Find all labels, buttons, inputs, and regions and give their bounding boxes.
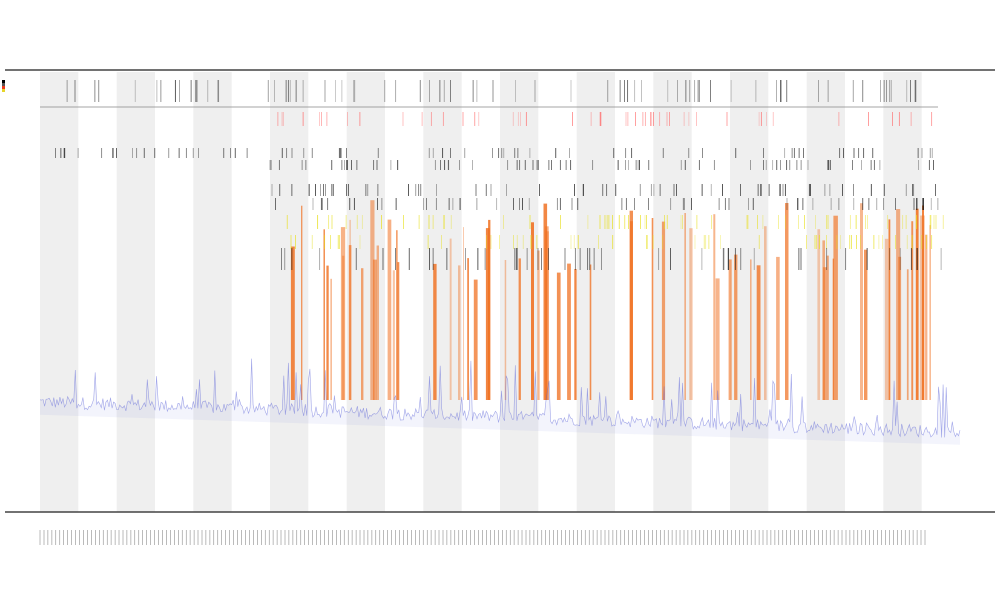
peak-fill	[925, 234, 928, 400]
legend-swatch	[2, 83, 5, 86]
shaded-band	[40, 72, 79, 512]
peak-fill	[922, 205, 924, 400]
peak-fill	[485, 228, 490, 400]
peak-fill	[906, 269, 909, 400]
series-area	[40, 358, 960, 445]
shaded-band	[423, 72, 462, 512]
peak-fill	[860, 203, 863, 400]
peak-fill	[884, 238, 889, 400]
peak-fill	[301, 205, 303, 400]
series-line	[39, 358, 961, 438]
peak-fill	[537, 250, 540, 400]
peak-fill	[756, 265, 761, 400]
peak-fill	[545, 231, 549, 400]
peak-fill	[323, 229, 325, 400]
peak-fill	[348, 245, 352, 400]
shaded-band	[270, 72, 309, 512]
peak-fill	[396, 230, 398, 400]
peak-fill	[833, 215, 838, 400]
peak-fill	[689, 228, 693, 400]
peak-fill	[467, 258, 469, 400]
legend-swatch	[2, 89, 5, 92]
legend	[2, 80, 6, 92]
peak-fill	[822, 267, 827, 400]
peak-fill	[330, 278, 332, 400]
peak-fill	[290, 246, 295, 400]
peak-fill	[651, 218, 654, 400]
peak-fill	[326, 265, 329, 400]
peak-fill	[376, 245, 379, 400]
peak-fill	[449, 238, 452, 400]
peak-fill	[473, 279, 478, 400]
peak-fill	[370, 200, 375, 400]
legend-item	[2, 89, 6, 92]
peak-fill	[463, 227, 464, 400]
baseline-series	[39, 358, 961, 445]
shaded-band	[576, 72, 615, 512]
peak-fill	[734, 254, 738, 400]
peak-fill	[504, 260, 507, 400]
peak-fill	[915, 208, 919, 400]
peak-fill	[531, 222, 534, 400]
peak-fill	[567, 263, 571, 400]
peak-fill	[397, 262, 400, 400]
peak-fill	[764, 226, 767, 400]
shaded-band	[116, 72, 155, 512]
peak-fill	[750, 259, 752, 400]
peak-fill	[458, 265, 461, 400]
peak-fill	[684, 213, 686, 400]
x-tick-labels	[39, 530, 926, 545]
peak-fill	[888, 219, 891, 400]
peak-fill	[832, 258, 834, 400]
legend-item	[2, 86, 6, 89]
peak-fill	[864, 249, 868, 400]
peak-fill	[817, 229, 821, 400]
peak-fill	[392, 270, 395, 400]
peak-fill	[713, 214, 716, 400]
peak-fill	[361, 268, 364, 400]
shaded-band	[346, 72, 385, 512]
peak-fill	[574, 269, 577, 400]
peak-fill	[728, 259, 732, 400]
peak-fill	[488, 219, 491, 400]
peak-fill	[518, 258, 521, 400]
peak-fill	[349, 219, 351, 400]
legend-swatch	[2, 80, 5, 83]
peak-fill	[543, 203, 548, 400]
legend-item	[2, 80, 6, 83]
peak-fill	[340, 227, 346, 400]
peak-fill	[387, 219, 392, 400]
peak-fill	[556, 272, 561, 400]
peak-fill	[826, 255, 829, 400]
peak-fill	[661, 221, 666, 400]
shaded-band	[653, 72, 692, 512]
shaded-bands	[40, 72, 922, 512]
peak-fill	[776, 256, 780, 400]
peak-fill	[715, 278, 720, 400]
peak-fill	[911, 221, 914, 400]
peak-fills	[290, 200, 931, 400]
peak-fill	[589, 264, 592, 400]
peak-fill	[373, 259, 377, 400]
shaded-band	[193, 72, 232, 512]
peak-fill	[929, 225, 931, 400]
peak-fill	[896, 209, 901, 400]
peak-fill	[785, 203, 789, 400]
peak-fill	[629, 221, 633, 400]
peak-fill	[433, 263, 437, 400]
legend-item	[2, 83, 6, 86]
legend-swatch	[2, 86, 5, 89]
event-markers	[55, 80, 944, 270]
